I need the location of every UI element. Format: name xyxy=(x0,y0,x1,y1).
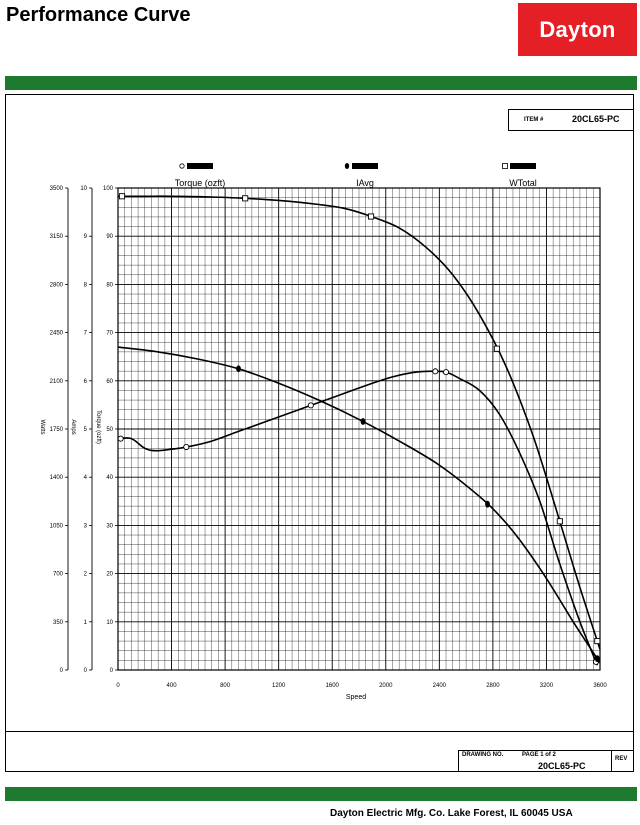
y-tick-label: 2100 xyxy=(50,379,64,385)
series-line xyxy=(118,195,601,650)
x-tick-label: 2800 xyxy=(486,683,500,689)
series-iavg xyxy=(117,346,601,664)
y-tick-label: 70 xyxy=(106,331,113,337)
series-wtotal xyxy=(118,193,601,650)
y-tick-label: 30 xyxy=(106,523,113,529)
y-tick-label: 6 xyxy=(84,379,88,385)
y-tick-label: 2 xyxy=(84,572,88,578)
y-tick-label: 1400 xyxy=(50,475,64,481)
legend-label: IAvg xyxy=(356,178,374,188)
y-tick-label: 0 xyxy=(110,668,114,674)
drawing-number: 20CL65-PC xyxy=(538,761,586,771)
y-axis-label: Torque (ozft) xyxy=(95,410,101,444)
torque-marker xyxy=(442,369,450,376)
y-tick-label: 60 xyxy=(106,379,113,385)
page-title: Performance Curve xyxy=(6,4,191,26)
drawing-frame xyxy=(5,94,634,772)
y-tick-label: 10 xyxy=(106,620,113,626)
legend-label: WTotal xyxy=(509,178,537,188)
y-tick-label: 50 xyxy=(106,427,113,433)
wtotal-marker xyxy=(493,345,500,352)
title-block-divider xyxy=(5,731,634,732)
iavg-marker xyxy=(485,500,490,508)
item-number: 20CL65-PC xyxy=(572,114,620,124)
y-tick-label: 3 xyxy=(84,523,88,529)
y-tick-label: 20 xyxy=(106,572,113,578)
x-tick-label: 1600 xyxy=(326,683,340,689)
x-tick-label: 2400 xyxy=(433,683,447,689)
y-tick-label: 9 xyxy=(84,234,88,240)
iavg-marker xyxy=(594,655,600,663)
footer-address: Dayton Electric Mfg. Co. Lake Forest, IL… xyxy=(330,808,573,819)
item-box xyxy=(508,109,634,131)
rev-divider xyxy=(611,750,612,772)
legend-marker xyxy=(344,163,350,169)
x-tick-label: 0 xyxy=(116,683,120,689)
x-tick-label: 800 xyxy=(220,683,231,689)
y-tick-label: 10 xyxy=(80,186,87,192)
y-tick-label: 3150 xyxy=(50,234,64,240)
legend-marker xyxy=(502,163,508,169)
top-green-band xyxy=(5,76,637,90)
item-label: ITEM # xyxy=(524,117,544,123)
y-tick-label: 4 xyxy=(84,475,88,481)
y-tick-label: 0 xyxy=(60,668,64,674)
wtotal-marker xyxy=(368,213,375,220)
legend-label: Torque (ozft) xyxy=(175,178,226,188)
y-tick-label: 1050 xyxy=(50,523,64,529)
y-tick-label: 3500 xyxy=(50,186,64,192)
chart-grid xyxy=(117,187,601,671)
y-tick-label: 1 xyxy=(84,620,88,626)
wtotal-marker xyxy=(118,193,126,200)
y-tick-label: 5 xyxy=(84,427,88,433)
page-label: PAGE 1 of 2 xyxy=(522,752,556,758)
bottom-green-band xyxy=(5,787,637,801)
legend-line-swatch xyxy=(187,163,213,169)
series-line xyxy=(117,370,599,666)
torque-marker xyxy=(117,435,124,442)
x-tick-label: 1200 xyxy=(272,683,286,689)
y-tick-label: 2800 xyxy=(50,282,64,288)
y-tick-label: 100 xyxy=(103,186,114,192)
iavg-marker xyxy=(236,365,241,373)
y-tick-label: 700 xyxy=(53,572,64,578)
wtotal-marker xyxy=(556,518,563,525)
wtotal-marker xyxy=(242,195,249,202)
x-tick-label: 3200 xyxy=(540,683,554,689)
legend-line-swatch xyxy=(352,163,378,169)
y-tick-label: 1750 xyxy=(50,427,64,433)
dayton-logo: Dayton xyxy=(518,3,637,56)
y-tick-label: 7 xyxy=(84,331,88,337)
chart-legend: Torque (ozft) IAvg WTotal xyxy=(175,163,537,188)
x-axis-label: Speed xyxy=(346,694,366,701)
torque-marker xyxy=(307,402,314,409)
wtotal-marker xyxy=(594,638,601,645)
y-tick-label: 2450 xyxy=(50,331,64,337)
legend-line-swatch xyxy=(510,163,536,169)
y-tick-label: 80 xyxy=(106,282,113,288)
x-tick-label: 3600 xyxy=(593,683,607,689)
title-block-top-edge xyxy=(458,750,634,751)
rev-label: REV xyxy=(615,756,628,762)
series-line xyxy=(117,346,601,664)
y-tick-label: 0 xyxy=(84,668,88,674)
torque-marker xyxy=(183,443,190,451)
legend-marker xyxy=(179,163,185,169)
y-axis-label: Watts xyxy=(39,419,45,434)
y-tick-label: 350 xyxy=(53,620,64,626)
torque-marker xyxy=(432,368,439,375)
y-axis-label: Amps xyxy=(70,419,76,434)
y-tick-label: 8 xyxy=(84,282,88,288)
iavg-marker xyxy=(360,418,366,425)
y-tick-label: 90 xyxy=(106,234,113,240)
x-tick-label: 400 xyxy=(167,683,178,689)
x-tick-label: 2000 xyxy=(379,683,393,689)
y-tick-label: 40 xyxy=(106,475,113,481)
drawing-no-label: DRAWING NO. xyxy=(462,752,504,758)
title-block-left-edge xyxy=(458,750,459,772)
